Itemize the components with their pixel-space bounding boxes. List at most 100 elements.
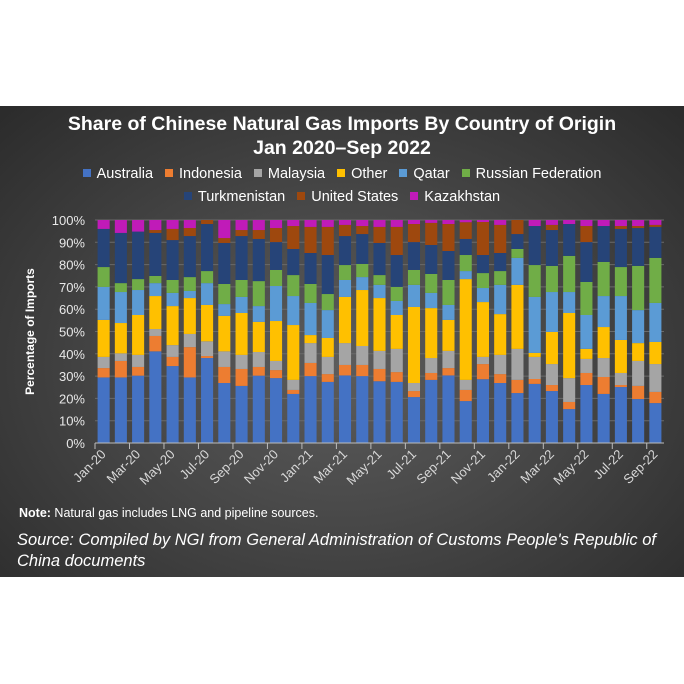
legend-label: Turkmenistan [197, 189, 286, 205]
bar-segment-indonesia [287, 389, 300, 394]
bar-segment-russian-federation [545, 265, 558, 293]
bar-segment-kazakhstan [563, 220, 576, 225]
bar-segment-indonesia [597, 376, 610, 394]
bar-segment-russian-federation [425, 273, 438, 293]
bar-segment-malaysia [235, 354, 248, 369]
bar-segment-russian-federation [356, 263, 369, 278]
bar-segment-australia [183, 377, 196, 443]
bar-segment-qatar [407, 284, 421, 307]
bar-segment-australia [218, 383, 231, 443]
bar-segment-turkmenistan [149, 232, 162, 276]
bar-segment-qatar [166, 292, 179, 307]
bar-segment-other [563, 312, 576, 379]
bar-segment-turkmenistan [114, 232, 127, 284]
note-text: Natural gas includes LNG and pipeline so… [50, 506, 319, 520]
legend-item: Qatar [399, 163, 450, 186]
bar-segment-indonesia [235, 368, 248, 386]
bar-segment-qatar [218, 304, 231, 316]
bar-segment-kazakhstan [632, 220, 645, 227]
bar-segment-kazakhstan [580, 220, 593, 227]
bar-segment-other [287, 325, 300, 380]
bar-segment-kazakhstan [425, 220, 438, 223]
bar-segment-russian-federation [476, 273, 489, 289]
bar-segment-turkmenistan [597, 226, 610, 262]
bar-segment-australia [632, 399, 645, 443]
legend-label: Malaysia [267, 166, 326, 182]
bar-segment-indonesia [166, 356, 179, 367]
bar-segment-malaysia [97, 356, 110, 369]
x-tick-label: Nov-21 [448, 447, 488, 487]
bar-segment-kazakhstan [597, 220, 610, 227]
bar-segment-indonesia [183, 347, 196, 378]
bar-segment-other [442, 319, 455, 351]
bar-segment-malaysia [183, 333, 196, 348]
bar-segment-australia [407, 397, 421, 443]
bar-segment-russian-federation [97, 267, 110, 287]
bar-segment-australia [563, 409, 576, 443]
bar-segment-united-states [459, 222, 472, 239]
bar-segment-australia [459, 401, 472, 443]
bar-segment-turkmenistan [287, 248, 300, 276]
bar-segment-russian-federation [494, 271, 507, 285]
bar-segment-russian-federation [321, 294, 334, 311]
bar-segment-malaysia [304, 343, 317, 363]
bar-segment-russian-federation [649, 257, 662, 303]
bar-segment-kazakhstan [132, 220, 145, 232]
bar-segment-australia [252, 375, 265, 443]
bar-segment-other [304, 335, 317, 344]
bar-segment-qatar [356, 277, 369, 291]
bar-segment-indonesia [373, 368, 386, 382]
bar-segment-australia [270, 378, 283, 443]
legend-label: Australia [96, 166, 154, 182]
bar-segment-australia [235, 385, 248, 443]
legend-swatch [297, 192, 306, 200]
y-tick-label: 40% [59, 347, 85, 362]
bar-segment-turkmenistan [183, 236, 196, 278]
bar-segment-kazakhstan [407, 220, 421, 225]
bar-segment-russian-federation [304, 284, 317, 303]
chart-title: Share of Chinese Natural Gas Imports By … [67, 113, 617, 135]
bar-segment-australia [338, 375, 352, 443]
bar-segment-russian-federation [390, 286, 403, 301]
bar-segment-qatar [252, 306, 265, 322]
bar-segment-indonesia [132, 366, 145, 376]
bar-segment-qatar [442, 304, 455, 320]
bar-segment-indonesia [476, 364, 489, 380]
bar-segment-malaysia [114, 353, 127, 361]
legend-item: Indonesia [165, 163, 242, 186]
bar-segment-kazakhstan [649, 220, 662, 225]
legend-item: Other [337, 163, 387, 186]
bar-segment-turkmenistan [407, 242, 421, 270]
bar-segment-kazakhstan [304, 220, 317, 227]
bar-segment-turkmenistan [476, 255, 489, 274]
bar-segment-qatar [201, 283, 214, 305]
bar-segment-turkmenistan [201, 224, 214, 272]
bar-segment-indonesia [97, 368, 110, 378]
bar-segment-malaysia [287, 379, 300, 390]
bar-segment-malaysia [459, 379, 472, 390]
legend-swatch [183, 192, 192, 200]
bar-segment-indonesia [494, 374, 507, 384]
bar-segment-qatar [476, 288, 489, 303]
bar-segment-kazakhstan [252, 220, 265, 231]
bar-segment-other [580, 348, 593, 359]
bar-segment-other [114, 323, 127, 354]
bar-segment-united-states [321, 226, 334, 256]
bar-segment-kazakhstan [614, 220, 627, 227]
bar-segment-australia [528, 383, 541, 443]
bar-segment-indonesia [614, 385, 627, 388]
bar-segment-turkmenistan [563, 224, 576, 256]
legend-swatch [82, 169, 91, 177]
bar-segment-malaysia [494, 354, 507, 375]
bar-segment-united-states [218, 238, 231, 243]
bar-segment-qatar [494, 284, 507, 315]
bar-segment-australia [166, 366, 179, 443]
bar-segment-malaysia [476, 356, 489, 365]
bar-segment-other [545, 331, 558, 365]
legend-item: Australia [82, 163, 154, 186]
bar-segment-other [132, 314, 145, 355]
bar-segment-qatar [528, 296, 541, 353]
bar-segment-turkmenistan [218, 242, 231, 285]
bar-segment-turkmenistan [252, 238, 265, 282]
